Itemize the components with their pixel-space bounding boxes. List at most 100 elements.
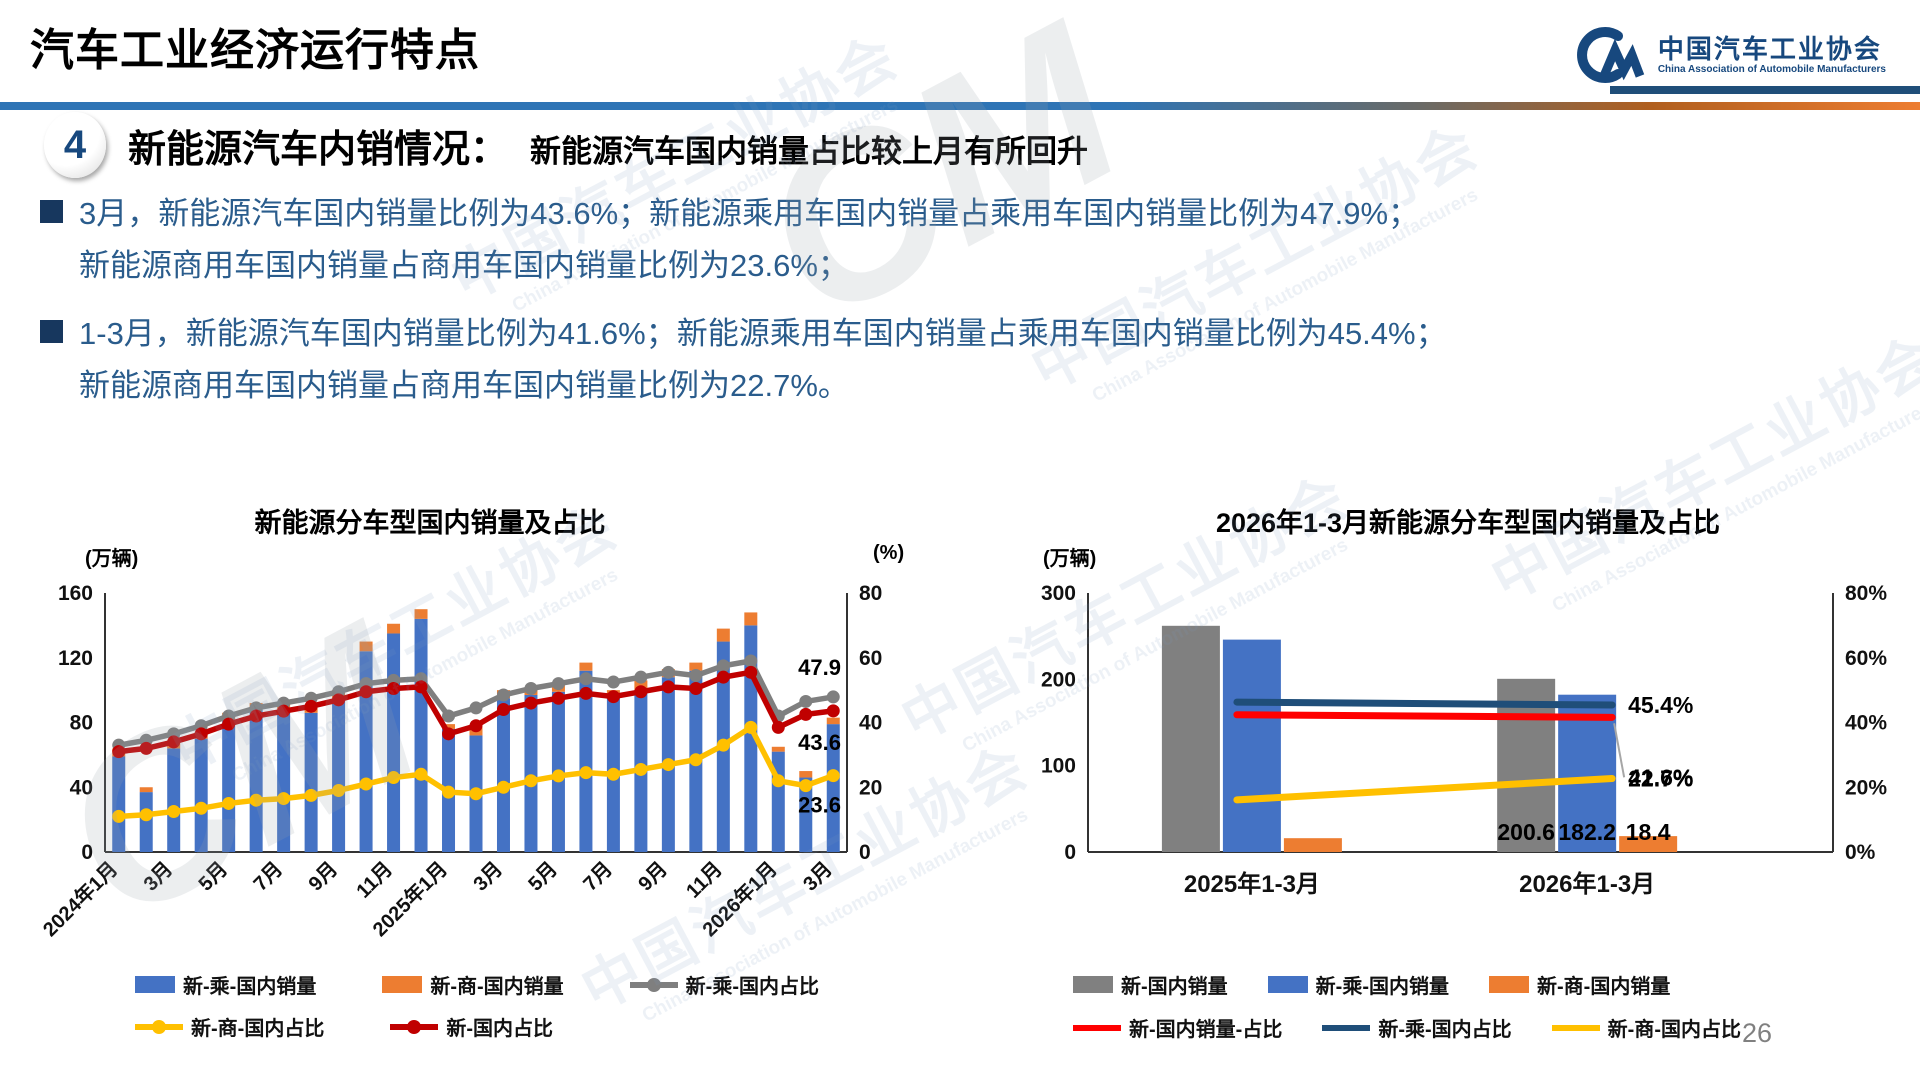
x-tick-label: 2026年1-3月 [1519, 870, 1655, 898]
marker-新-国内占比 [249, 709, 263, 723]
logo-name-cn: 中国汽车工业协会 [1657, 34, 1882, 65]
bar-新-商-国内销量 [689, 662, 703, 671]
legend-item: 新-国内销量 [1073, 970, 1228, 999]
right-axis-tick: 20 [859, 776, 882, 799]
legend-swatch-icon [1322, 1024, 1371, 1031]
bar-新-商-国内销量 [1619, 836, 1678, 852]
x-tick-label: 3月 [799, 858, 837, 896]
x-tick-label: 5月 [524, 858, 562, 896]
q1-nev-chart: 2026年1-3月新能源分车型国内销量及占比 (万辆) 0 100 200 300 0%… [1013, 495, 1920, 1080]
left-axis-tick: 0 [1064, 841, 1076, 864]
legend-label: 新-国内占比 [446, 1018, 553, 1040]
section-header: 4 新能源汽车内销情况： 新能源汽车国内销量占比较上月有所回升 [44, 112, 1088, 178]
marker-新-国内占比 [496, 703, 510, 717]
marker-新-商-国内占比 [469, 787, 483, 801]
section-subheading: 新能源汽车国内销量占比较上月有所回升 [530, 133, 1089, 169]
x-tick-label: 9月 [305, 858, 343, 896]
title-divider [0, 102, 1920, 110]
marker-新-国内占比 [524, 696, 538, 710]
marker-新-国内占比 [359, 685, 373, 699]
legend-row: 新-商-国内占比 新-国内占比 [135, 1012, 553, 1041]
line-end-label: 22.7% [1628, 766, 1693, 792]
bar-新-商-国内销量 [799, 771, 813, 778]
marker-新-国内占比 [414, 680, 428, 694]
marker-新-国内占比 [277, 704, 291, 718]
bar-新-商-国内销量 [139, 787, 153, 793]
bar-新-乘-国内销量 [167, 748, 181, 852]
bullet-item: 1-3月，新能源汽车国内销量比例为41.6%；新能源乘用车国内销量占乘用车国内销… [40, 308, 1900, 412]
marker-新-乘-国内占比 [744, 654, 758, 668]
bar-新-商-国内销量 [771, 746, 785, 752]
right-axis-unit: (%) [873, 542, 905, 564]
chart-title: 新能源分车型国内销量及占比 [254, 508, 606, 538]
right-axis-tick: 80 [859, 582, 882, 605]
legend-swatch-icon [135, 976, 175, 993]
legend-row: 新-国内销量-占比 新-乘-国内占比 新-商-国内占比 [1073, 1013, 1741, 1042]
bar-新-商-国内销量 [744, 612, 758, 626]
marker-新-国内占比 [112, 745, 126, 759]
legend-label: 新-乘-国内占比 [685, 976, 819, 998]
bar-新-乘-国内销量 [194, 738, 208, 852]
marker-新-乘-国内占比 [524, 682, 538, 696]
left-axis-tick: 300 [1041, 582, 1076, 605]
line-新-乘-国内占比 [1233, 698, 1616, 709]
bar-label: 18.4 [1626, 819, 1671, 845]
legend-row: 新-乘-国内销量 新-商-国内销量 新-乘-国内占比 [135, 970, 819, 999]
lines: 41.6% 45.4% 22.7% [1233, 692, 1693, 804]
marker-新-乘-国内占比 [634, 670, 648, 684]
monthly-nev-chart-plot: 0 40 80 120 160 0 20 40 60 80 47.9 23.6 43.6 2024年1月 3… [38, 582, 883, 942]
legend-swatch-icon [1551, 1024, 1600, 1031]
left-axis-tick: 0 [81, 841, 93, 864]
left-axis-tick: 200 [1041, 668, 1076, 691]
x-tick-label: 3月 [140, 858, 178, 896]
line-end-label: 45.4% [1628, 692, 1693, 718]
left-axis-tick: 160 [58, 582, 93, 605]
bar-label: 182.2 [1558, 819, 1616, 845]
monthly-nev-chart: 新能源分车型国内销量及占比 (万辆) (%) 0 40 80 120 160 0 20 40 6… [30, 495, 940, 1080]
bullet-line: 1-3月，新能源汽车国内销量比例为41.6%；新能源乘用车国内销量占乘用车国内销… [79, 316, 1447, 352]
x-tick-label: 7月 [250, 858, 288, 896]
line-end-label: 23.6 [798, 793, 841, 818]
legend-label: 新-乘-国内销量 [183, 976, 317, 998]
bar-label: 200.6 [1497, 819, 1555, 845]
x-tick-label: 11月 [352, 858, 397, 903]
section-number-badge: 4 [44, 112, 106, 178]
right-axis-tick: 20% [1845, 776, 1887, 799]
legend-item: 新-乘-国内占比 [629, 970, 819, 999]
bar-新-商-国内销量 [1283, 838, 1342, 852]
x-tick-label: 3月 [469, 858, 507, 896]
marker-新-乘-国内占比 [799, 694, 813, 708]
left-axis-unit: (万辆) [85, 548, 139, 570]
bar-新-乘-国内销量 [249, 709, 263, 852]
left-axis-unit: (万辆) [1043, 548, 1097, 570]
marker-新-商-国内占比 [634, 762, 648, 776]
marker-新-乘-国内占比 [496, 688, 510, 702]
marker-新-商-国内占比 [222, 796, 236, 810]
legend-item: 新-乘-国内销量 [1267, 970, 1449, 999]
marker-新-商-国内占比 [167, 805, 181, 819]
right-axis-tick: 0% [1845, 841, 1876, 864]
marker-新-商-国内占比 [524, 774, 538, 788]
bullet-item: 3月，新能源汽车国内销量比例为43.6%；新能源乘用车国内销量占乘用车国内销量比… [40, 188, 1900, 292]
bullet-list: 3月，新能源汽车国内销量比例为43.6%；新能源乘用车国内销量占乘用车国内销量比… [40, 188, 1900, 412]
marker-新-商-国内占比 [689, 753, 703, 767]
bar-新-乘-国内销量 [579, 670, 593, 852]
marker-新-国内占比 [661, 680, 675, 694]
chart-title: 2026年1-3月新能源分车型国内销量及占比 [1215, 508, 1721, 538]
marker-新-乘-国内占比 [551, 677, 565, 691]
marker-新-商-国内占比 [826, 769, 840, 783]
legend-swatch-icon [1489, 976, 1529, 993]
x-tick-label: 2024年1月 [38, 857, 123, 942]
left-axis-tick: 120 [58, 647, 93, 670]
marker-新-国内占比 [332, 693, 346, 707]
x-tick-label: 7月 [579, 858, 617, 896]
right-axis-tick: 0 [859, 841, 871, 864]
right-axis-tick: 60 [859, 647, 882, 670]
marker-新-国内占比 [606, 690, 620, 704]
marker-新-乘-国内占比 [661, 665, 675, 679]
marker-新-国内占比 [689, 682, 703, 696]
marker-新-商-国内占比 [744, 720, 758, 734]
bar-新-商-国内销量 [826, 717, 840, 725]
x-axis-labels: 2025年1-3月 2026年1-3月 [1184, 870, 1655, 898]
